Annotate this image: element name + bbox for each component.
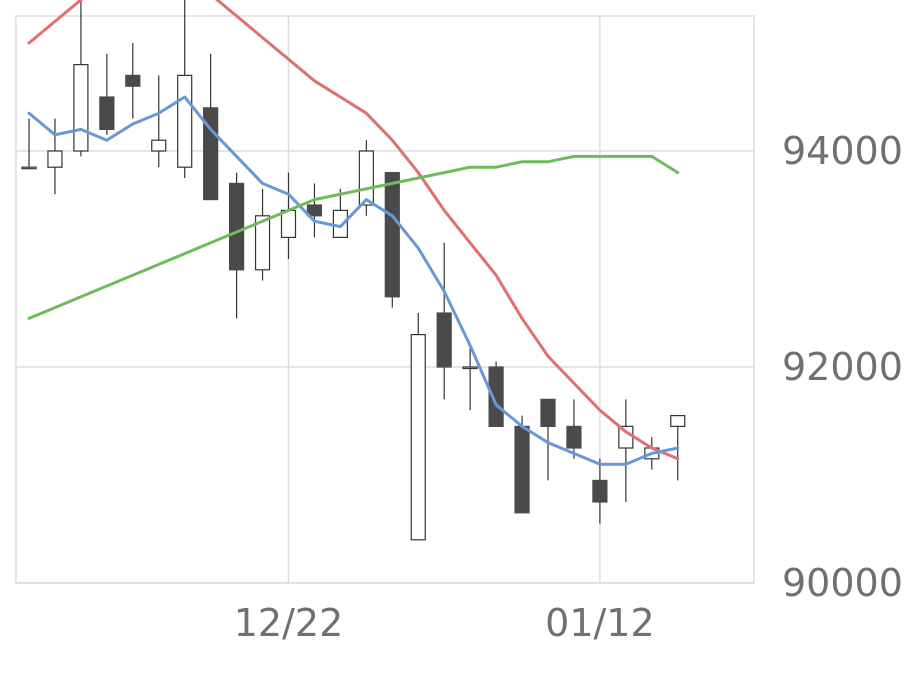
candle-body-up <box>47 150 63 168</box>
candle-body-down <box>229 182 245 271</box>
candle-body-up <box>177 74 193 168</box>
candle-body-down <box>488 366 504 428</box>
candle-body-up <box>254 215 271 271</box>
candle-body-up <box>670 415 686 428</box>
y-tick-label: 94000 <box>782 129 903 173</box>
candle-bodies <box>21 63 686 541</box>
candle-body-up <box>73 63 89 152</box>
candle-body-up <box>332 209 348 238</box>
series-line-3 <box>27 154 680 320</box>
y-tick-label: 90000 <box>782 561 903 605</box>
moving-average-lines <box>27 0 680 466</box>
candle-body-up <box>410 334 426 541</box>
candle-body-down <box>306 204 323 217</box>
y-tick-label: 92000 <box>782 345 903 389</box>
candle-body-up <box>462 366 478 370</box>
candle-body-down <box>99 96 115 131</box>
candle-body-down <box>592 479 608 503</box>
x-tick-label: 01/12 <box>545 601 655 645</box>
candle-body-down <box>203 107 219 201</box>
candle-body-down <box>384 172 400 298</box>
candle-body-up <box>358 150 374 206</box>
x-axis-tick-labels: 12/22 01/12 <box>234 601 655 645</box>
candle-body-up <box>618 425 634 449</box>
candle-body-down <box>514 425 530 514</box>
plot-frame <box>15 15 755 584</box>
candle-body-down <box>540 398 556 427</box>
series-line-1 <box>27 0 680 461</box>
series-line-2 <box>27 95 680 466</box>
candle-body-up <box>151 139 167 152</box>
y-axis-tick-labels: 90000 92000 94000 <box>782 129 903 605</box>
candle-body-up <box>21 166 37 170</box>
candle-body-down <box>125 74 141 87</box>
candle-body-up <box>280 209 297 238</box>
x-tick-label: 12/22 <box>234 601 344 645</box>
grid-lines <box>15 15 755 584</box>
candle-body-down <box>436 312 452 368</box>
candle-body-down <box>566 425 582 449</box>
